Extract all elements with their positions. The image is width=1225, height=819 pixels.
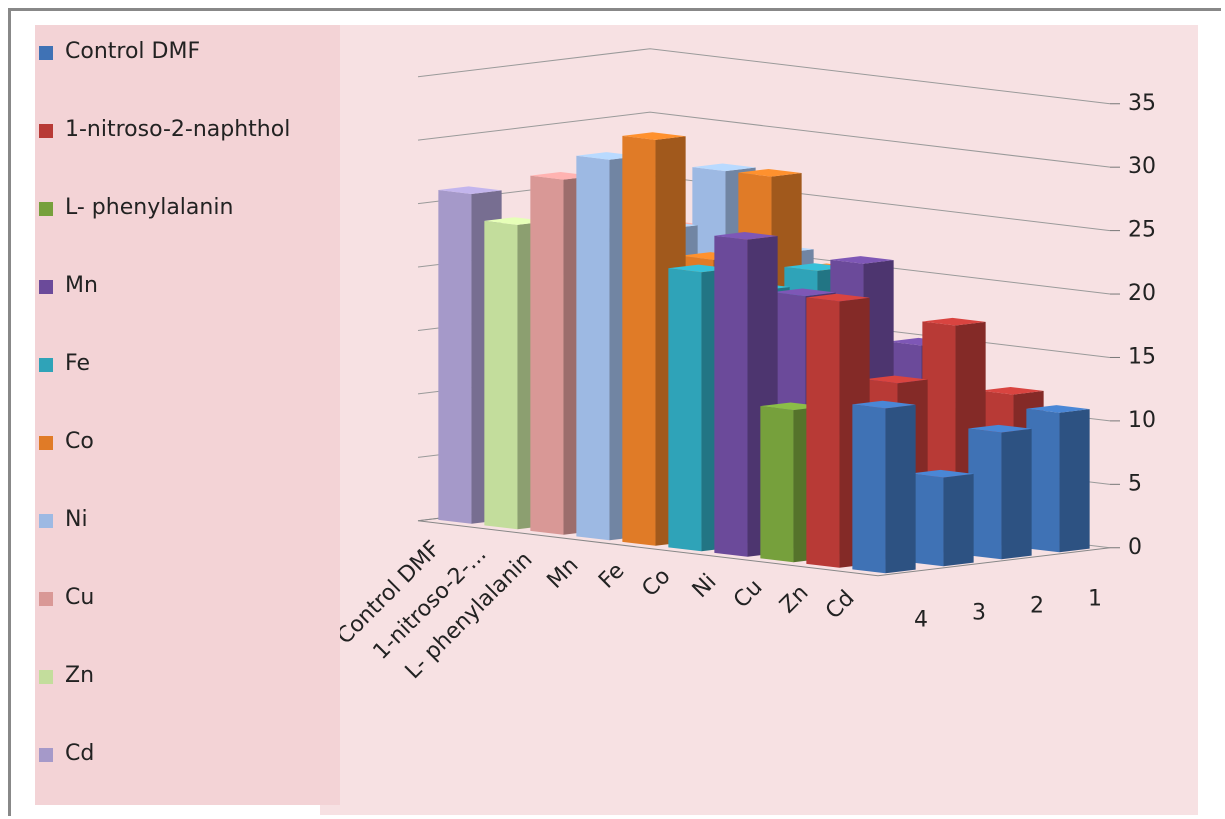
legend-label: Fe — [65, 351, 90, 376]
bar-side — [885, 404, 916, 574]
legend-swatch — [39, 280, 53, 294]
bar-top — [830, 256, 894, 264]
y-tick-label: 5 — [1128, 471, 1142, 496]
bar-top — [806, 293, 870, 302]
bar-top — [714, 232, 778, 240]
legend-label: L- phenylalanin — [65, 195, 234, 220]
bar — [910, 469, 974, 567]
bar-top — [1026, 405, 1090, 413]
bar-front — [968, 428, 1002, 560]
bar-side — [943, 473, 974, 567]
depth-tick-label: 3 — [972, 600, 986, 625]
legend-swatch — [39, 748, 53, 762]
bar-top — [438, 186, 502, 194]
y-tick-label: 0 — [1128, 535, 1142, 560]
y-tick-label: 15 — [1128, 344, 1156, 369]
bar-front — [1026, 408, 1060, 553]
bar-front — [484, 220, 518, 530]
legend-label: Co — [65, 429, 94, 454]
legend-label: Control DMF — [65, 39, 201, 64]
depth-tick-label: 2 — [1030, 593, 1044, 618]
y-tick-label: 20 — [1128, 281, 1156, 306]
legend-label: Cu — [65, 585, 95, 610]
legend-item: 1-nitroso-2-naphthol — [39, 113, 295, 147]
legend-item: L- phenylalanin — [39, 191, 295, 225]
legend-swatch — [39, 358, 53, 372]
depth-tick-label: 1 — [1088, 586, 1102, 611]
grid-line — [417, 111, 1111, 168]
grid-line — [417, 48, 1111, 105]
bar-side — [1059, 409, 1090, 553]
legend-swatch — [39, 514, 53, 528]
legend-item: Cu — [39, 581, 295, 615]
y-tick-label: 35 — [1128, 91, 1156, 116]
bar-top — [864, 375, 928, 384]
bar — [968, 424, 1032, 560]
legend-swatch — [39, 670, 53, 684]
bar-front — [530, 175, 564, 535]
legend: Control DMF 1-nitroso-2-naphthol L- phenyl… — [35, 25, 340, 805]
legend-item: Ni — [39, 503, 295, 537]
legend-item: Zn — [39, 659, 295, 693]
bar-front — [806, 297, 840, 568]
bar-front — [760, 406, 794, 563]
bar-top — [622, 132, 686, 140]
legend-item: Control DMF — [39, 35, 295, 69]
bar-top — [852, 400, 916, 409]
bar-front — [622, 135, 656, 546]
bar — [852, 400, 916, 574]
depth-tick-label: 4 — [914, 607, 928, 632]
bar-side — [1001, 428, 1032, 560]
bar-top — [968, 424, 1032, 433]
bar-front — [852, 404, 886, 574]
legend-swatch — [39, 592, 53, 606]
legend-item: Cd — [39, 737, 295, 771]
legend-swatch — [39, 436, 53, 450]
bar — [1026, 405, 1090, 553]
bar-front — [910, 473, 944, 567]
y-tick-label: 10 — [1128, 408, 1156, 433]
legend-label: Mn — [65, 273, 98, 298]
legend-item: Fe — [39, 347, 295, 381]
legend-label: Ni — [65, 507, 88, 532]
bar-top — [922, 317, 986, 326]
bar-top — [772, 288, 836, 297]
legend-label: Zn — [65, 663, 95, 688]
bar-front — [668, 268, 702, 552]
legend-swatch — [39, 124, 53, 138]
legend-swatch — [39, 202, 53, 216]
bar-top — [738, 169, 802, 177]
legend-label: Cd — [65, 741, 95, 766]
y-tick-label: 30 — [1128, 154, 1156, 179]
bar-front — [438, 190, 472, 524]
bar-front — [714, 235, 748, 557]
bar-top — [692, 163, 756, 172]
bar-top — [910, 469, 974, 478]
legend-label: 1-nitroso-2-naphthol — [65, 117, 291, 142]
legend-swatch — [39, 46, 53, 60]
bar-front — [576, 155, 610, 541]
bar-top — [980, 386, 1044, 395]
y-tick-label: 25 — [1128, 218, 1156, 243]
legend-item: Co — [39, 425, 295, 459]
legend-item: Mn — [39, 269, 295, 303]
